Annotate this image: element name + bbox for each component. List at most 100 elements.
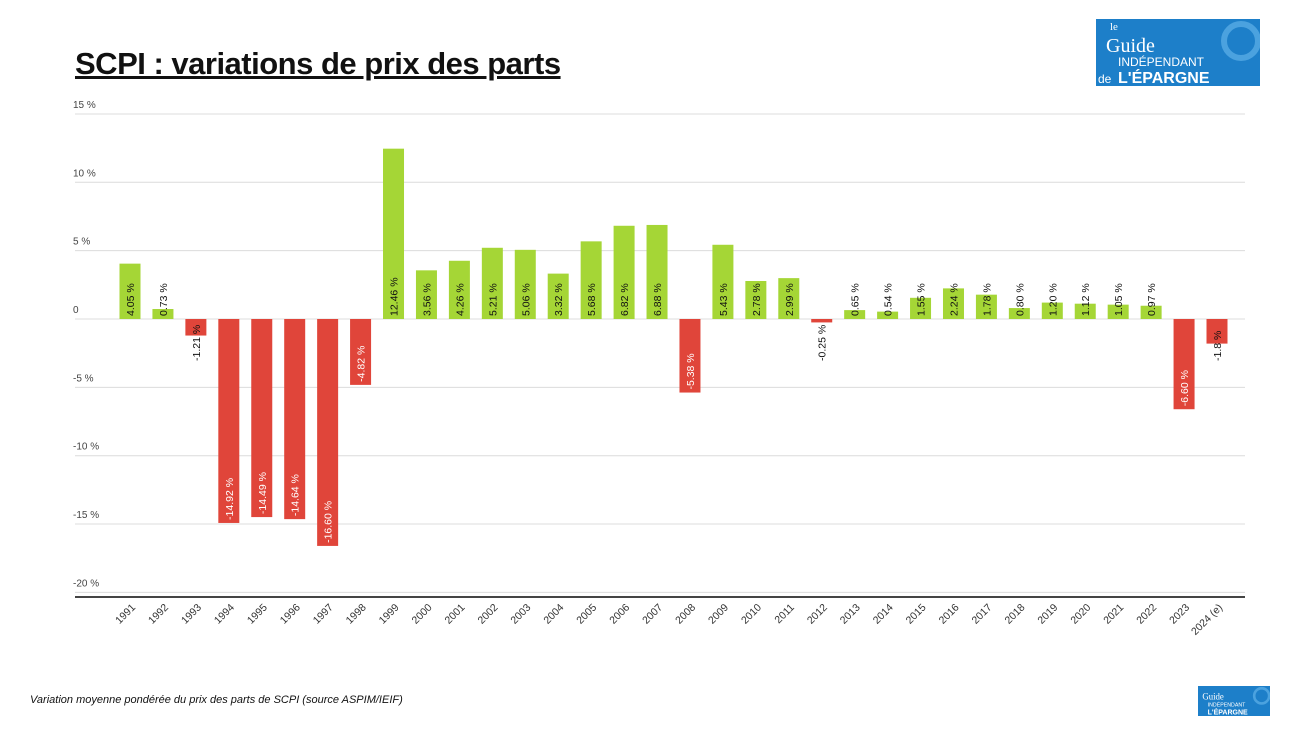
logo-graphic: le Guide INDÉPENDANT de L'ÉPARGNE bbox=[1098, 21, 1260, 86]
data-label: 0.97 % bbox=[1146, 283, 1158, 316]
data-label: 6.82 % bbox=[619, 283, 631, 316]
x-tick-label: 1995 bbox=[245, 602, 270, 627]
data-label: 0.80 % bbox=[1014, 283, 1026, 316]
y-tick-label: 5 % bbox=[73, 237, 90, 248]
data-label: -1.8 % bbox=[1212, 331, 1224, 361]
bar-1992 bbox=[152, 309, 174, 319]
x-tick-label: 1991 bbox=[113, 602, 138, 627]
svg-text:L'ÉPARGNE: L'ÉPARGNE bbox=[1208, 708, 1248, 716]
data-label: 12.46 % bbox=[389, 277, 401, 316]
bar-2017 bbox=[975, 294, 997, 319]
bar-2009 bbox=[712, 244, 734, 319]
x-tick-label: 1993 bbox=[179, 602, 204, 627]
data-label: -4.82 % bbox=[356, 346, 368, 382]
x-tick-label: 2007 bbox=[640, 602, 665, 627]
data-label: -14.49 % bbox=[257, 472, 269, 514]
data-label: 1.78 % bbox=[981, 283, 993, 316]
bar-2012 bbox=[811, 319, 833, 323]
x-tick-label: 2010 bbox=[739, 602, 764, 627]
bar-2005 bbox=[580, 241, 602, 319]
data-label: 1.12 % bbox=[1080, 283, 1092, 316]
x-tick-label: 2001 bbox=[443, 602, 468, 627]
data-label: -5.38 % bbox=[685, 353, 697, 389]
logo-graphic-small: Guide INDÉPENDANT L'ÉPARGNE bbox=[1202, 686, 1270, 716]
bar-2013 bbox=[844, 310, 866, 319]
bar-2021 bbox=[1107, 304, 1129, 319]
x-tick-label: 2008 bbox=[673, 602, 698, 627]
y-tick-label: 15 % bbox=[73, 100, 96, 111]
x-tick-label: 2000 bbox=[410, 602, 435, 627]
data-label: 4.26 % bbox=[454, 283, 466, 316]
bar-2016 bbox=[942, 288, 964, 319]
bar-2019 bbox=[1041, 302, 1063, 319]
bar-2008 bbox=[679, 319, 701, 393]
data-label: 5.68 % bbox=[586, 283, 598, 316]
data-label: 4.05 % bbox=[125, 283, 137, 316]
x-tick-label: 2021 bbox=[1101, 602, 1126, 627]
bar-2015 bbox=[910, 297, 932, 319]
y-tick-label: -10 % bbox=[73, 442, 99, 453]
y-tick-label: -15 % bbox=[73, 510, 99, 521]
x-tick-label: 2022 bbox=[1134, 602, 1159, 627]
bar-2000 bbox=[415, 270, 437, 319]
data-label: 5.06 % bbox=[520, 283, 532, 316]
data-label: 1.55 % bbox=[916, 283, 928, 316]
data-label: -1.21 % bbox=[191, 325, 203, 361]
bar-2011 bbox=[778, 278, 800, 319]
x-tick-label: 1997 bbox=[311, 602, 336, 627]
x-tick-label: 2012 bbox=[805, 602, 830, 627]
svg-text:le: le bbox=[1110, 21, 1118, 33]
svg-text:Guide: Guide bbox=[1202, 691, 1224, 701]
data-label: 2.24 % bbox=[948, 283, 960, 316]
x-tick-label: 2005 bbox=[574, 602, 599, 627]
svg-text:INDÉPENDANT: INDÉPENDANT bbox=[1208, 702, 1246, 709]
data-label: -14.64 % bbox=[290, 474, 302, 516]
x-tick-label: 1999 bbox=[377, 602, 402, 627]
x-tick-label: 2015 bbox=[904, 602, 929, 627]
svg-text:INDÉPENDANT: INDÉPENDANT bbox=[1118, 54, 1205, 69]
page-title: SCPI : variations de prix des parts bbox=[75, 46, 561, 81]
x-tick-label: 2006 bbox=[607, 602, 632, 627]
data-label: -6.60 % bbox=[1179, 370, 1191, 406]
bar-2010 bbox=[745, 280, 767, 319]
bar-1995 bbox=[251, 319, 273, 518]
y-tick-label: -5 % bbox=[73, 373, 94, 384]
x-tick-label: 2024 (e) bbox=[1189, 602, 1225, 638]
x-tick-label: 2020 bbox=[1068, 602, 1093, 627]
x-tick-label: 2019 bbox=[1035, 602, 1060, 627]
bar-2004 bbox=[547, 273, 569, 319]
y-tick-label: 10 % bbox=[73, 168, 96, 179]
svg-text:Guide: Guide bbox=[1106, 35, 1155, 57]
data-label: 0.73 % bbox=[158, 283, 170, 316]
svg-text:L'ÉPARGNE: L'ÉPARGNE bbox=[1118, 68, 1210, 86]
x-tick-label: 1996 bbox=[278, 602, 303, 627]
data-label: -16.60 % bbox=[323, 501, 335, 543]
logo-guide-epargne: le Guide INDÉPENDANT de L'ÉPARGNE bbox=[1096, 19, 1260, 86]
data-label: 3.32 % bbox=[553, 283, 565, 316]
y-tick-label: -20 % bbox=[73, 578, 99, 589]
data-label: 2.99 % bbox=[784, 283, 796, 316]
data-label: 5.21 % bbox=[487, 283, 499, 316]
bar-2001 bbox=[448, 260, 470, 319]
x-tick-label: 2016 bbox=[937, 602, 962, 627]
x-tick-label: 2014 bbox=[871, 602, 896, 627]
x-tick-label: 2013 bbox=[838, 602, 863, 627]
bar-1996 bbox=[284, 319, 306, 520]
bar-1991 bbox=[119, 263, 141, 319]
bar-2006 bbox=[613, 225, 635, 319]
bar-1997 bbox=[317, 319, 339, 546]
data-label: 1.20 % bbox=[1047, 283, 1059, 316]
bar-1993 bbox=[185, 319, 207, 336]
x-tick-label: 2002 bbox=[475, 602, 500, 627]
data-label: 6.88 % bbox=[652, 283, 664, 316]
x-tick-label: 2004 bbox=[541, 602, 566, 627]
y-tick-label: 0 bbox=[73, 305, 79, 316]
bar-2022 bbox=[1140, 305, 1162, 319]
x-tick-label: 2009 bbox=[706, 602, 731, 627]
data-label: -14.92 % bbox=[224, 478, 236, 520]
x-tick-label: 1994 bbox=[212, 602, 237, 627]
data-label: 3.56 % bbox=[421, 283, 433, 316]
bar-1994 bbox=[218, 319, 240, 523]
data-label: 1.05 % bbox=[1113, 283, 1125, 316]
